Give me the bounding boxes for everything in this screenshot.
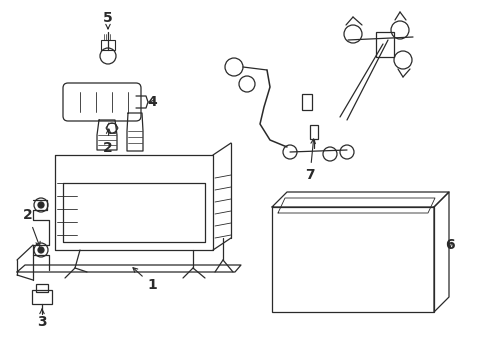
Circle shape — [38, 202, 44, 208]
Text: 1: 1 — [133, 268, 157, 292]
Bar — [375, 32, 393, 57]
Bar — [271, 207, 433, 312]
Text: 5: 5 — [103, 11, 113, 29]
Text: 7: 7 — [305, 139, 315, 182]
Bar — [302, 94, 311, 110]
Text: 6: 6 — [444, 238, 454, 252]
Bar — [309, 125, 317, 139]
Bar — [36, 284, 48, 292]
Circle shape — [38, 247, 44, 253]
Text: 3: 3 — [37, 309, 47, 329]
Bar — [32, 290, 52, 304]
Bar — [101, 40, 115, 50]
Text: 2: 2 — [23, 208, 40, 246]
Text: 4: 4 — [147, 95, 157, 109]
Text: 2: 2 — [103, 129, 113, 155]
